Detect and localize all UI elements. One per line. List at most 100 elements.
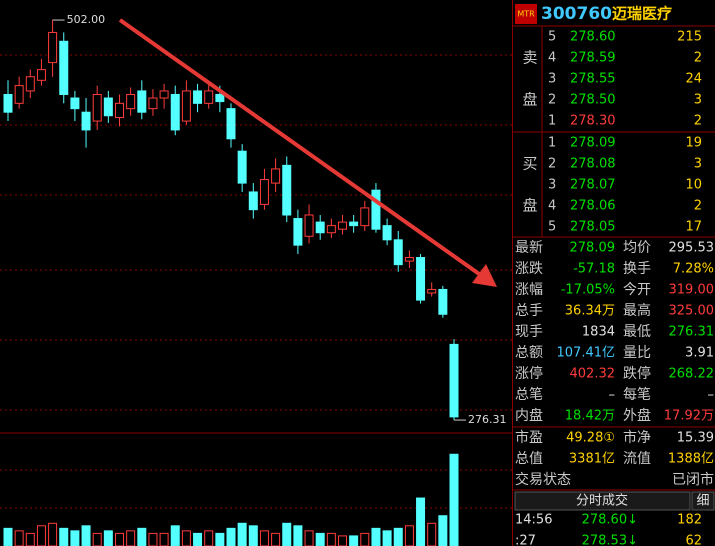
stat-label: 最新	[515, 240, 543, 256]
price: 278.50	[570, 93, 616, 108]
volume-bar	[326, 532, 336, 546]
candle-body	[226, 108, 236, 140]
candle-body	[215, 93, 225, 103]
volume-bar	[170, 525, 180, 546]
tab-label[interactable]: 分时成交	[576, 493, 628, 509]
status-label: 交易状态	[515, 471, 571, 488]
candle-body	[393, 239, 403, 266]
candle-body	[159, 90, 169, 99]
volume: 2	[694, 51, 702, 66]
stat-label: 流值	[623, 451, 651, 467]
stat-value: 1834	[582, 325, 615, 340]
candle-body	[449, 343, 459, 418]
stat-value: 319.00	[669, 283, 715, 298]
volume-bar	[126, 530, 136, 546]
volume-bar	[338, 535, 347, 546]
trade-volume: 182	[677, 513, 702, 528]
candle-body	[70, 97, 80, 110]
tab[interactable]	[691, 491, 715, 511]
price: 278.06	[570, 199, 616, 214]
volume: 24	[685, 72, 702, 87]
volume-bar	[315, 532, 325, 546]
candle-body	[181, 90, 191, 122]
volume-bar	[259, 530, 269, 546]
side-label: 卖	[522, 49, 537, 67]
volume-bar	[271, 532, 281, 546]
candle-body	[81, 111, 91, 131]
stat-value: 36.34万	[565, 304, 615, 319]
volume-bar	[393, 527, 403, 546]
candle-body	[248, 191, 258, 211]
volume-bar	[25, 532, 35, 546]
stat-label: 均价	[623, 240, 651, 256]
volume-bar	[92, 532, 102, 546]
trade-price: 278.60↓	[582, 513, 638, 528]
candle-body	[427, 288, 437, 294]
candle-body	[237, 150, 247, 184]
volume-bar	[226, 527, 236, 546]
level: 3	[548, 178, 556, 193]
stat-label: 量比	[623, 345, 651, 361]
tab-label[interactable]: 细	[696, 494, 709, 509]
annotation-label: 276.31	[468, 413, 507, 426]
stat-label: 涨幅	[515, 282, 543, 298]
trend-arrow	[118, 18, 497, 287]
candle-body	[304, 214, 314, 237]
candle-chart: 502.00 276.31	[3, 13, 507, 546]
stat-label: 总额	[515, 345, 543, 361]
volume: 10	[685, 178, 702, 193]
stat-label: 今开	[623, 282, 651, 298]
level: 3	[548, 72, 556, 87]
volume: 215	[677, 30, 702, 45]
stat-label: 内盘	[515, 407, 543, 424]
level: 5	[548, 220, 556, 235]
candle-body	[170, 93, 180, 131]
volume-bar	[382, 530, 392, 546]
volume-bar	[115, 532, 124, 546]
stat-value: 15.39	[677, 431, 714, 446]
stat-value: -57.18	[573, 262, 615, 277]
candle-body	[137, 90, 147, 113]
volume-bar	[404, 525, 414, 546]
candle-body	[204, 90, 214, 104]
volume-bar	[304, 530, 314, 546]
volume-bar	[416, 497, 426, 546]
volume-bar	[137, 527, 147, 546]
candle-body	[103, 97, 113, 117]
stat-value: 276.31	[669, 325, 715, 340]
stat-value: -17.05%	[561, 283, 615, 298]
candle-body	[259, 179, 269, 205]
tab[interactable]	[514, 491, 691, 511]
volume-bar	[70, 530, 80, 546]
volume-bar	[159, 532, 169, 546]
icon-box	[515, 4, 537, 24]
trade-time: 14:56	[515, 513, 552, 528]
stat-value: 49.28①	[566, 431, 615, 446]
volume-bar	[349, 535, 359, 546]
stat-value: 18.42万	[565, 409, 615, 424]
side-label: 盘	[522, 197, 537, 215]
volume-bar	[282, 522, 292, 546]
volume-bar	[193, 532, 203, 546]
price: 278.07	[570, 178, 616, 193]
stat-label: 最低	[623, 324, 651, 340]
stat-label: 最高	[623, 302, 651, 319]
volume: 3	[694, 157, 702, 172]
stat-value: 268.22	[669, 367, 715, 382]
candle-body	[438, 288, 448, 315]
stat-label: 总值	[515, 451, 543, 467]
level: 1	[548, 114, 556, 129]
candle-body	[3, 93, 13, 113]
price: 278.09	[570, 136, 616, 151]
stat-label: 涨停	[515, 365, 543, 382]
candle-body	[36, 69, 46, 81]
annotation-label: 502.00	[67, 13, 106, 26]
stat-label: 换手	[623, 260, 651, 277]
volume: 19	[685, 136, 702, 151]
price: 278.55	[570, 72, 616, 87]
stat-value: 325.00	[669, 304, 715, 319]
candle-body	[338, 221, 347, 230]
candle-body	[271, 168, 281, 184]
